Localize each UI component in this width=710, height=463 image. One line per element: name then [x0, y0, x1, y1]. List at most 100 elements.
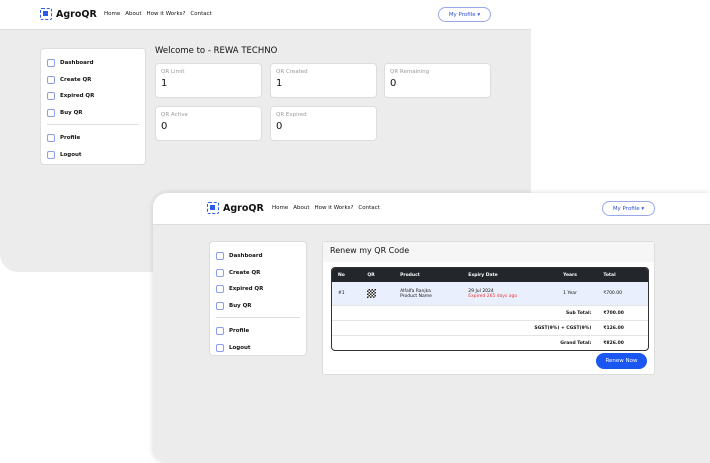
dashboard-icon — [47, 59, 55, 68]
nav: Home About How it Works? Contact — [104, 11, 212, 17]
col-total: Total — [597, 268, 648, 282]
qr-icon — [216, 268, 224, 277]
col-product: Product — [394, 268, 463, 282]
product-cell: Alfalfa Ranjka Product Name — [394, 282, 463, 305]
dashboard-icon — [216, 252, 224, 261]
logout-icon — [216, 343, 224, 352]
sidebar-item-dashboard[interactable]: Dashboard — [216, 248, 300, 265]
label: Create QR — [229, 269, 261, 276]
logo[interactable]: AgroQR — [40, 8, 97, 20]
product-sub: Product Name — [400, 293, 432, 299]
nav-about[interactable]: About — [293, 205, 310, 211]
label: QR Expired — [276, 112, 307, 118]
stat-card-qr-limit: QR Limit 1 — [155, 63, 262, 98]
value: 0 — [390, 78, 397, 89]
divider — [47, 124, 139, 125]
stat-card-qr-active: QR Active 0 — [155, 106, 262, 141]
nav-contact[interactable]: Contact — [358, 205, 380, 211]
sidebar-item-dashboard[interactable]: Dashboard — [47, 55, 139, 72]
qr-code-icon — [367, 289, 377, 298]
header: AgroQR Home About How it Works? Contact My … — [153, 193, 710, 225]
user-icon — [216, 327, 224, 336]
col-qr: QR — [361, 268, 395, 282]
grand-total-row: Grand Total: ₹826.00 — [332, 335, 648, 350]
sidebar-item-logout[interactable]: Logout — [47, 147, 139, 164]
label: Create QR — [60, 76, 92, 83]
label: Dashboard — [60, 60, 94, 67]
sidebar-item-create-qr[interactable]: Create QR — [216, 265, 300, 282]
tax-row: SGST(9%) + CGST(9%) ₹126.00 — [332, 320, 648, 335]
sidebar: Dashboard Create QR Expired QR Buy QR Pr… — [209, 241, 307, 356]
qr-icon — [47, 75, 55, 84]
label: Profile — [229, 328, 250, 335]
sidebar-item-profile[interactable]: Profile — [47, 130, 139, 147]
label: Buy QR — [60, 109, 83, 116]
label: Expired QR — [229, 286, 264, 293]
qr-logo-icon — [207, 202, 219, 214]
label: Sub Total: — [332, 305, 598, 320]
panel-title: Renew my QR Code — [323, 242, 654, 262]
logout-icon — [47, 150, 55, 159]
label: Grand Total: — [332, 335, 598, 350]
stat-card-qr-remaining: QR Remaining 0 — [384, 63, 491, 98]
nav-about[interactable]: About — [125, 11, 142, 17]
label: SGST(9%) + CGST(9%) — [332, 320, 598, 335]
bag-icon — [47, 108, 55, 117]
value: ₹826.00 — [597, 335, 648, 350]
sidebar-item-profile[interactable]: Profile — [216, 323, 300, 340]
header: AgroQR Home About How it Works? Contact My … — [0, 0, 531, 30]
label: Logout — [60, 151, 82, 158]
label: Expired QR — [60, 93, 95, 100]
renew-table: No QR Product Expiry Date Years Total #1 Alfa… — [331, 267, 649, 351]
value: 1 — [161, 78, 168, 89]
nav-contact[interactable]: Contact — [190, 11, 212, 17]
brand-name: AgroQR — [223, 202, 264, 214]
sidebar-item-buy-qr[interactable]: Buy QR — [47, 105, 139, 122]
label: QR Created — [276, 69, 308, 75]
nav-how[interactable]: How it Works? — [314, 205, 354, 211]
sidebar-item-expired-qr[interactable]: Expired QR — [216, 281, 300, 298]
subtotal-row: Sub Total: ₹700.00 — [332, 305, 648, 320]
col-no: No — [332, 268, 362, 282]
expiry-date: 29 Jul 2024 — [468, 288, 494, 294]
sidebar-item-logout[interactable]: Logout — [216, 340, 300, 357]
welcome-title: Welcome to - REWA TECHNO — [155, 46, 278, 56]
value: ₹126.00 — [597, 320, 648, 335]
user-icon — [47, 134, 55, 143]
value: 0 — [161, 121, 168, 132]
stat-card-qr-expired: QR Expired 0 — [270, 106, 377, 141]
renew-panel: Renew my QR Code No QR Product Expiry Date Y… — [322, 241, 655, 375]
row-no: #1 — [332, 282, 362, 305]
renew-now-button[interactable]: Renew Now — [596, 353, 647, 369]
nav: Home About How it Works? Contact — [272, 205, 380, 211]
nav-how[interactable]: How it Works? — [146, 11, 186, 17]
renew-window: AgroQR Home About How it Works? Contact My … — [153, 193, 710, 463]
col-years: Years — [557, 268, 598, 282]
label: Dashboard — [229, 253, 263, 260]
label: Profile — [60, 135, 81, 142]
nav-home[interactable]: Home — [104, 11, 121, 17]
nav-home[interactable]: Home — [272, 205, 289, 211]
sidebar-item-expired-qr[interactable]: Expired QR — [47, 88, 139, 105]
refresh-icon — [47, 92, 55, 101]
brand-name: AgroQR — [56, 8, 97, 20]
my-profile-button[interactable]: My Profile ▾ — [438, 7, 491, 22]
sidebar-item-buy-qr[interactable]: Buy QR — [216, 298, 300, 315]
qr-logo-icon — [40, 8, 52, 20]
divider — [216, 317, 300, 318]
years: 1 Year — [557, 282, 598, 305]
total: ₹700.00 — [597, 282, 648, 305]
logo[interactable]: AgroQR — [207, 202, 264, 214]
product-name: Alfalfa Ranjka — [400, 288, 431, 294]
col-expiry: Expiry Date — [462, 268, 558, 282]
sidebar-item-create-qr[interactable]: Create QR — [47, 72, 139, 89]
value: 0 — [276, 121, 283, 132]
value: ₹700.00 — [597, 305, 648, 320]
my-profile-button[interactable]: My Profile ▾ — [602, 201, 655, 216]
bag-icon — [216, 301, 224, 310]
table-header: No QR Product Expiry Date Years Total — [332, 268, 648, 282]
label: QR Remaining — [390, 69, 430, 75]
label: QR Limit — [161, 69, 185, 75]
expired-note: Expired 265 days ago — [468, 293, 518, 299]
refresh-icon — [216, 285, 224, 294]
